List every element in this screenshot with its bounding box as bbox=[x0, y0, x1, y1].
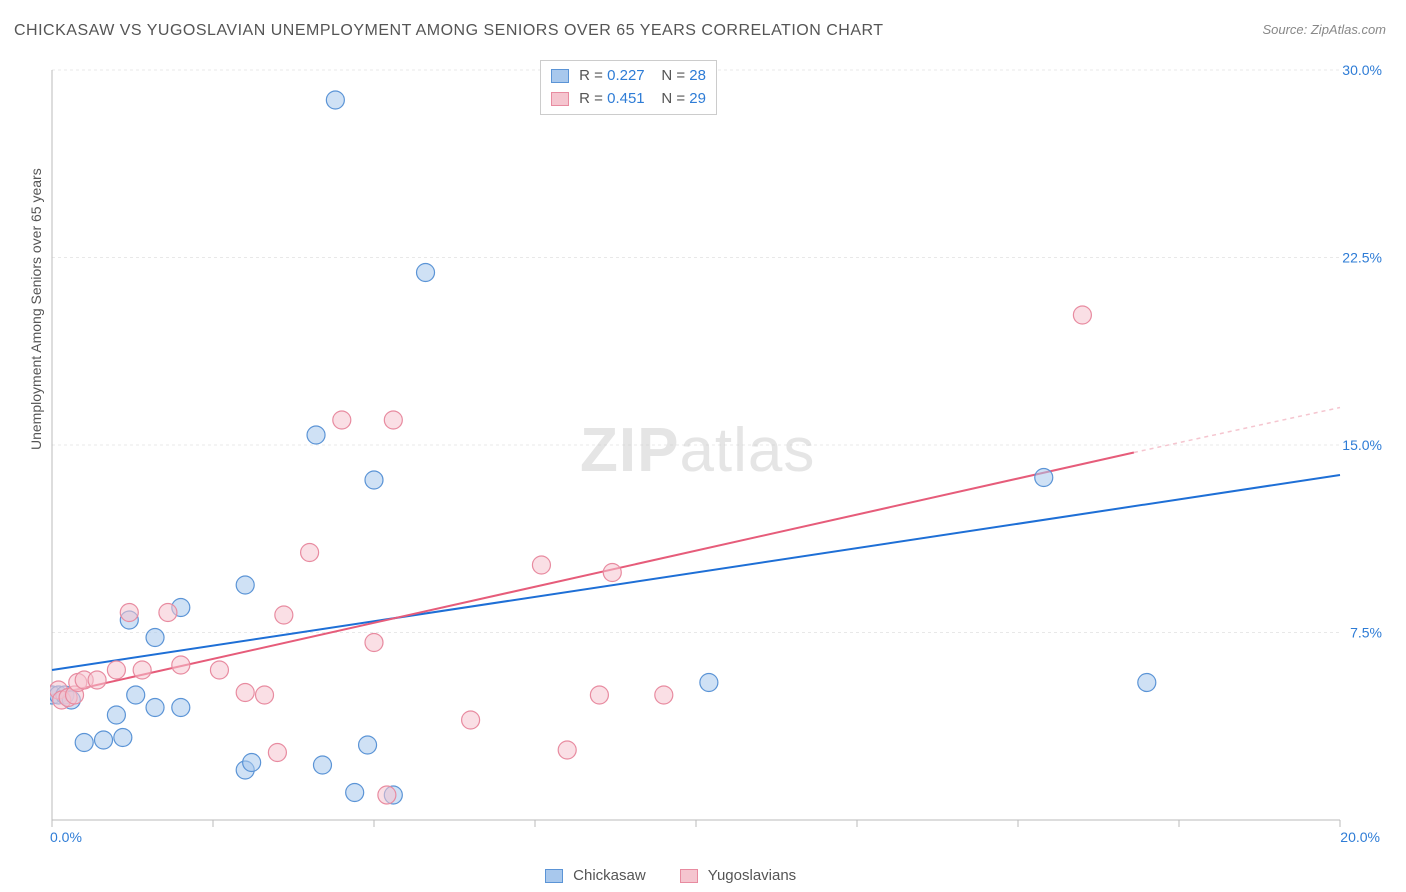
chart-title: CHICKASAW VS YUGOSLAVIAN UNEMPLOYMENT AM… bbox=[14, 22, 884, 40]
swatch-yugoslavians bbox=[551, 92, 569, 106]
chart-container: CHICKASAW VS YUGOSLAVIAN UNEMPLOYMENT AM… bbox=[0, 0, 1406, 892]
scatter-plot: 7.5% 15.0% 22.5% 30.0% 0.0% 20.0% bbox=[50, 60, 1390, 850]
legend-swatch-chickasaw bbox=[545, 869, 563, 883]
stats-row-chickasaw: R = 0.227 N = 28 bbox=[551, 65, 706, 88]
legend-label-chickasaw: Chickasaw bbox=[573, 867, 646, 884]
svg-text:22.5%: 22.5% bbox=[1342, 250, 1382, 266]
legend-label-yugoslavians: Yugoslavians bbox=[708, 867, 796, 884]
source-attribution: Source: ZipAtlas.com bbox=[1262, 22, 1386, 37]
bottom-legend: Chickasaw Yugoslavians bbox=[545, 867, 826, 884]
svg-text:20.0%: 20.0% bbox=[1340, 829, 1380, 845]
svg-text:30.0%: 30.0% bbox=[1342, 62, 1382, 78]
swatch-chickasaw bbox=[551, 69, 569, 83]
legend-swatch-yugoslavians bbox=[680, 869, 698, 883]
stats-legend-box: R = 0.227 N = 28 R = 0.451 N = 29 bbox=[540, 60, 717, 115]
svg-text:7.5%: 7.5% bbox=[1350, 625, 1382, 641]
y-axis-label: Unemployment Among Seniors over 65 years bbox=[28, 168, 44, 450]
svg-text:0.0%: 0.0% bbox=[50, 829, 82, 845]
svg-text:15.0%: 15.0% bbox=[1342, 437, 1382, 453]
stats-row-yugoslavians: R = 0.451 N = 29 bbox=[551, 88, 706, 111]
